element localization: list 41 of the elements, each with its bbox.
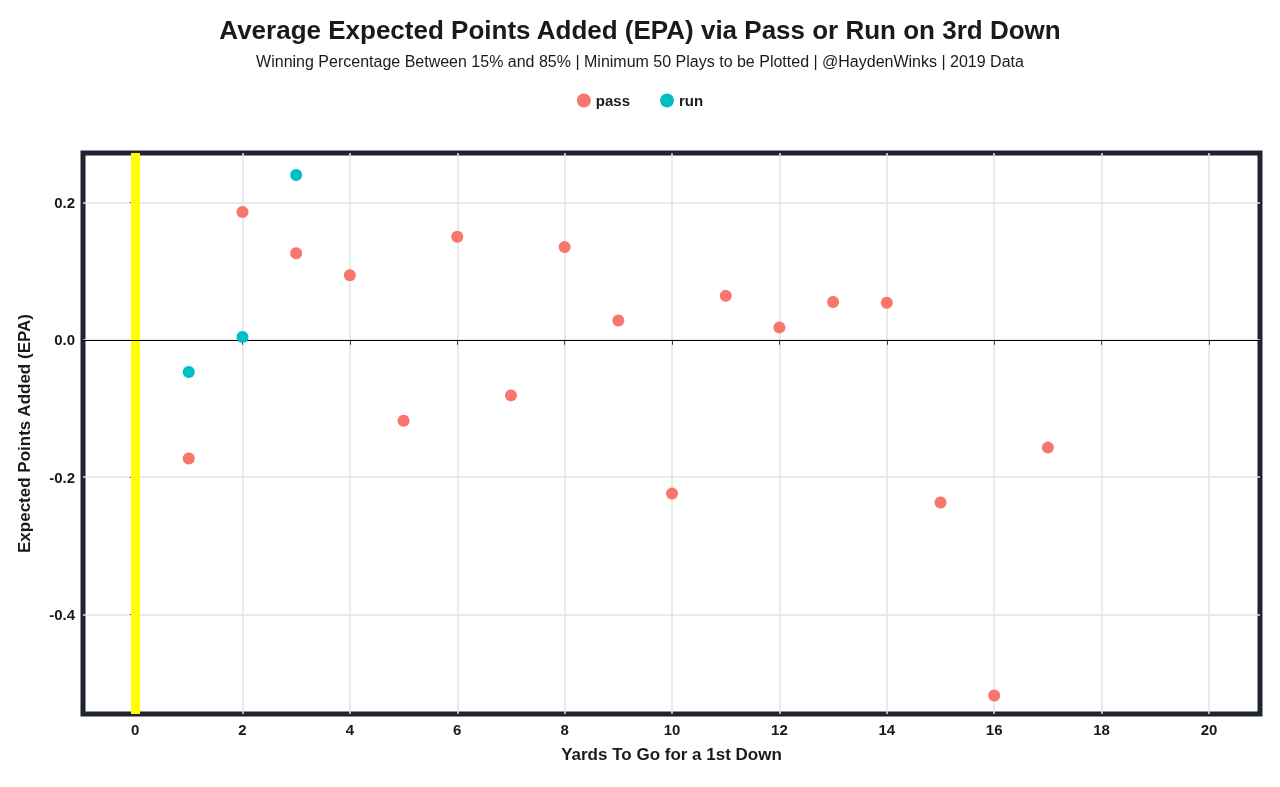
point bbox=[290, 168, 303, 181]
chart-subtitle: Winning Percentage Between 15% and 85% | Minimum 50 Plays to be Plotted | @HaydenWinks | 2019 Data bbox=[256, 52, 1024, 70]
y-tick-label: -0.2 bbox=[49, 468, 75, 486]
point bbox=[182, 452, 195, 465]
x-tick-label: 6 bbox=[453, 721, 462, 738]
x-tick-label: 14 bbox=[878, 721, 896, 738]
x-tick-label: 16 bbox=[985, 721, 1003, 738]
y-tick-label: -0.4 bbox=[49, 605, 76, 623]
point bbox=[558, 241, 571, 254]
point bbox=[343, 269, 356, 282]
point bbox=[934, 496, 947, 509]
point bbox=[988, 689, 1001, 702]
point bbox=[773, 321, 786, 334]
point bbox=[827, 296, 840, 308]
point bbox=[451, 230, 464, 243]
y-axis-title: Expected Points Added (EPA) bbox=[15, 314, 34, 553]
legend-label: run bbox=[679, 92, 704, 109]
chart-title: Average Expected Points Added (EPA) via Pass or Run on 3rd Down bbox=[219, 15, 1061, 45]
x-tick-label: 18 bbox=[1093, 721, 1110, 738]
point bbox=[290, 247, 303, 260]
point bbox=[236, 331, 249, 344]
x-tick-label: 4 bbox=[345, 721, 355, 738]
y-tick-label: 0.0 bbox=[54, 331, 75, 349]
x-tick-label: 0 bbox=[130, 721, 140, 738]
point bbox=[397, 414, 410, 427]
x-tick-label: 2 bbox=[238, 721, 247, 738]
point bbox=[236, 206, 249, 219]
point bbox=[1041, 441, 1054, 454]
point bbox=[880, 296, 893, 309]
y-tick-label: 0.2 bbox=[54, 193, 75, 211]
legend-label: pass bbox=[595, 92, 631, 109]
x-tick-label: 12 bbox=[771, 721, 788, 738]
point bbox=[504, 389, 517, 402]
point bbox=[719, 289, 732, 302]
x-tick-label: 10 bbox=[663, 721, 681, 738]
x-tick-label: 20 bbox=[1200, 721, 1218, 738]
x-axis-title: Yards To Go for a 1st Down bbox=[561, 745, 782, 764]
point bbox=[666, 487, 679, 500]
point bbox=[182, 366, 195, 379]
x-tick-label: 8 bbox=[560, 721, 569, 738]
point bbox=[612, 314, 625, 327]
